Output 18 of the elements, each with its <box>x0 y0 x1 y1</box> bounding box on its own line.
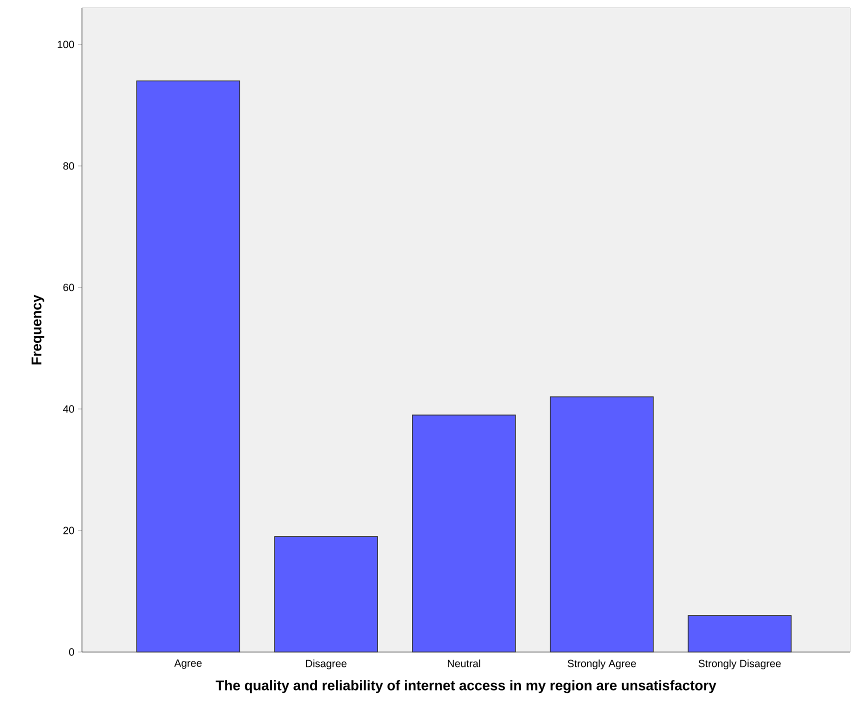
bar <box>688 615 792 652</box>
bar <box>136 80 240 652</box>
bar <box>550 396 654 652</box>
bar <box>274 536 378 652</box>
x-tick-label: Strongly Agree <box>568 660 636 670</box>
x-tick-label: Disagree <box>306 660 347 670</box>
y-tick-label: 40 <box>63 405 74 413</box>
y-tick-label: 20 <box>63 526 74 534</box>
y-axis-title: Frequency <box>32 294 44 364</box>
y-tick-label: 100 <box>58 40 74 48</box>
x-tick-label: Agree <box>174 660 202 669</box>
x-tick-label: Neutral <box>448 660 480 668</box>
x-tick-label: Strongly Disagree <box>698 660 781 670</box>
bar <box>412 414 516 652</box>
y-tick-label: 0 <box>69 648 74 656</box>
x-axis-title: The quality and reliability of internet access in my region are unsatisfactory <box>216 680 716 694</box>
y-tick-label: 80 <box>63 162 74 170</box>
y-tick-label: 60 <box>63 284 74 292</box>
